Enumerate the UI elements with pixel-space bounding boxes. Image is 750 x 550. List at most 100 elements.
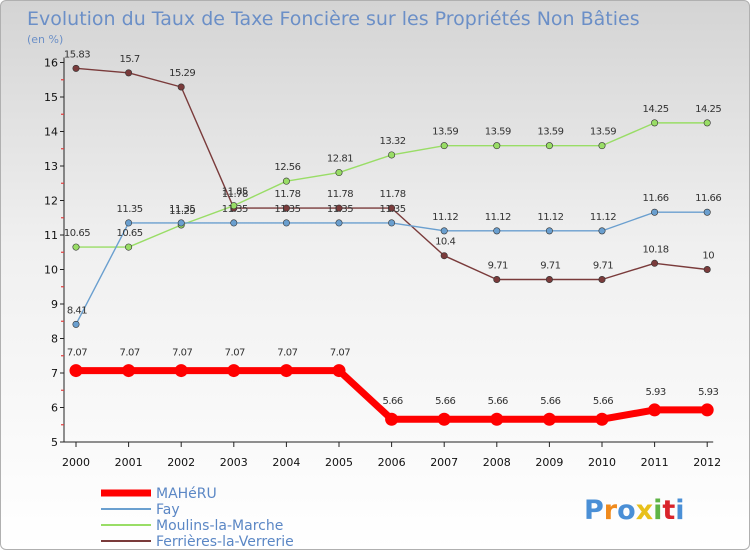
data-point bbox=[651, 259, 659, 267]
y-tick-label: 13 bbox=[44, 160, 58, 173]
watermark-letter: r bbox=[604, 495, 618, 526]
watermark-letter: x bbox=[636, 495, 653, 526]
data-point bbox=[125, 69, 133, 77]
x-tick-label: 2012 bbox=[693, 456, 721, 469]
series-line bbox=[75, 67, 708, 281]
data-label: 7.07 bbox=[172, 348, 192, 359]
legend-entry: Fay bbox=[156, 502, 180, 518]
data-label: 7.07 bbox=[119, 348, 139, 359]
data-label: 8.41 bbox=[67, 305, 87, 316]
x-tick-label: 2009 bbox=[535, 456, 563, 469]
legend-entry: Moulins-la-Marche bbox=[156, 518, 283, 534]
legend-entry: MAHéRU bbox=[156, 486, 217, 502]
data-point bbox=[388, 204, 396, 212]
data-label: 11.35 bbox=[327, 204, 353, 215]
data-point bbox=[598, 227, 606, 235]
y-tick-label: 7 bbox=[51, 367, 58, 380]
legend: MAHéRUFayMoulins-la-MarcheFerrières-la-V… bbox=[101, 486, 294, 550]
watermark-letter: i bbox=[653, 495, 662, 526]
chart-title: Evolution du Taux de Taxe Foncière sur l… bbox=[27, 8, 640, 30]
data-point bbox=[651, 208, 659, 216]
data-label: 11.66 bbox=[643, 193, 669, 204]
data-label: 13.59 bbox=[485, 127, 511, 138]
data-label: 12.56 bbox=[274, 162, 300, 173]
data-label: 13.59 bbox=[537, 127, 563, 138]
data-point bbox=[545, 142, 553, 150]
data-label: 13.59 bbox=[432, 127, 458, 138]
series-layer bbox=[69, 64, 714, 426]
y-tick-label: 9 bbox=[51, 298, 58, 311]
axes: 5 6 7 8 9 10 11 12 13 14 15 16 2000 2001 2002 2003 2004 2… bbox=[44, 57, 721, 470]
data-label: 11.12 bbox=[485, 212, 511, 223]
data-point bbox=[542, 412, 556, 426]
data-label: 7.07 bbox=[277, 348, 297, 359]
data-label: 7.07 bbox=[330, 348, 350, 359]
data-point bbox=[703, 119, 711, 127]
y-tick-label: 8 bbox=[51, 333, 58, 346]
data-point bbox=[279, 364, 293, 378]
data-point bbox=[230, 219, 238, 227]
data-point bbox=[703, 208, 711, 216]
data-label: 15.83 bbox=[64, 49, 90, 60]
data-label: 5.66 bbox=[488, 396, 508, 407]
data-label: 15.7 bbox=[119, 54, 139, 65]
data-label: 15.29 bbox=[169, 68, 195, 79]
data-point bbox=[700, 403, 714, 417]
data-label: 11.35 bbox=[222, 204, 248, 215]
data-label: 11.29 bbox=[169, 206, 195, 217]
data-point bbox=[72, 243, 80, 251]
data-point bbox=[490, 412, 504, 426]
data-point bbox=[282, 219, 290, 227]
data-point bbox=[651, 119, 659, 127]
data-label: 14.25 bbox=[695, 104, 721, 115]
x-tick-label: 2008 bbox=[483, 456, 511, 469]
data-label: 10 bbox=[702, 251, 714, 262]
data-point bbox=[493, 227, 501, 235]
watermark-letter: t bbox=[662, 495, 675, 526]
data-label: 11.12 bbox=[432, 212, 458, 223]
watermark-letter: i bbox=[675, 495, 684, 526]
data-point bbox=[703, 265, 711, 273]
legend-entry: Ferrières-la-Verrerie bbox=[156, 534, 294, 550]
data-point bbox=[648, 403, 662, 417]
data-point bbox=[545, 276, 553, 284]
data-point bbox=[69, 364, 83, 378]
x-tick-label: 2011 bbox=[641, 456, 669, 469]
y-tick-label: 10 bbox=[44, 264, 58, 277]
x-tick-label: 2005 bbox=[325, 456, 353, 469]
data-label: 5.66 bbox=[540, 396, 560, 407]
data-point bbox=[440, 142, 448, 150]
data-point bbox=[177, 83, 185, 91]
data-label: 14.25 bbox=[643, 104, 669, 115]
data-label: 5.66 bbox=[593, 396, 613, 407]
y-tick-label: 16 bbox=[44, 57, 58, 70]
data-point bbox=[335, 169, 343, 177]
y-tick-label: 5 bbox=[51, 436, 58, 449]
y-tick-label: 11 bbox=[44, 229, 58, 242]
data-point bbox=[545, 227, 553, 235]
data-label: 13.59 bbox=[590, 127, 616, 138]
data-label: 11.78 bbox=[222, 189, 248, 200]
data-point bbox=[177, 219, 185, 227]
watermark-letter: o bbox=[617, 495, 636, 526]
watermark-letter: P bbox=[584, 495, 604, 526]
data-label: 13.32 bbox=[380, 136, 406, 147]
x-tick-label: 2003 bbox=[220, 456, 248, 469]
data-label: 10.65 bbox=[64, 228, 90, 239]
x-tick-label: 2006 bbox=[378, 456, 406, 469]
y-tick-label: 6 bbox=[51, 402, 58, 415]
data-point bbox=[227, 364, 241, 378]
data-label: 11.12 bbox=[537, 212, 563, 223]
data-label: 5.66 bbox=[382, 396, 402, 407]
data-point bbox=[335, 219, 343, 227]
data-point bbox=[598, 142, 606, 150]
data-label: 11.85 bbox=[222, 187, 248, 198]
x-tick-label: 2002 bbox=[167, 456, 195, 469]
x-tick-label: 2004 bbox=[272, 456, 300, 469]
data-point bbox=[72, 320, 80, 328]
data-point bbox=[440, 227, 448, 235]
data-point bbox=[332, 364, 346, 378]
data-label: 7.07 bbox=[225, 348, 245, 359]
